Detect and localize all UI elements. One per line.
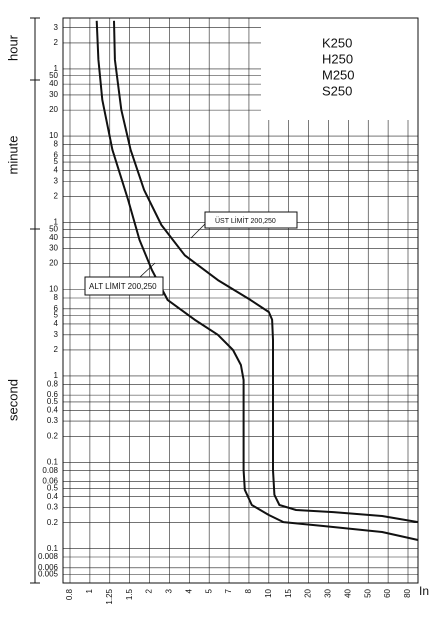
y-tick-label: 4 xyxy=(54,319,59,328)
x-tick-label: 5 xyxy=(204,588,213,593)
x-tick-label: 7 xyxy=(224,588,233,593)
x-tick-label: 3 xyxy=(165,588,174,593)
y-tick-label: 0.06 xyxy=(42,477,58,486)
y-tick-label: 10 xyxy=(49,131,58,140)
y-tick-label: 3 xyxy=(54,330,59,339)
x-tick-label: 2 xyxy=(145,588,154,593)
y-tick-label: 6 xyxy=(54,150,59,159)
y-tick-label: 0.08 xyxy=(42,466,58,475)
x-tick-label: 1.5 xyxy=(125,588,134,600)
x-tick-label: 30 xyxy=(324,588,333,597)
x-tick-label: 4 xyxy=(184,588,193,593)
y-tick-label: 5 xyxy=(54,157,59,166)
y-tick-label: 30 xyxy=(49,244,58,253)
x-tick-label: 60 xyxy=(383,588,392,597)
y-tick-label: 20 xyxy=(49,259,58,268)
x-tick-label: 10 xyxy=(264,588,273,597)
model-label: H250 xyxy=(322,51,353,66)
y-tick-label: 4 xyxy=(54,166,59,175)
trip-curve xyxy=(95,20,419,541)
y-tick-label: 0.1 xyxy=(47,544,59,553)
y-tick-label: 0.2 xyxy=(47,518,59,527)
model-box xyxy=(261,18,418,120)
plot-frame xyxy=(62,17,419,584)
y-tick-label: 2 xyxy=(54,192,59,201)
x-tick-label: 1.25 xyxy=(105,588,114,604)
x-tick-label: 8 xyxy=(244,588,253,593)
y-tick-label: 0.005 xyxy=(38,570,59,579)
y-tick-label: 3 xyxy=(54,176,59,185)
annotation-arrow xyxy=(190,223,206,239)
y-tick-label: 1 xyxy=(54,64,59,73)
curve-label: ALT LİMİT 200,250 xyxy=(89,282,157,291)
y-tick-label: 0.006 xyxy=(38,563,59,572)
y-tick-label: 1 xyxy=(54,218,59,227)
x-tick-label: 40 xyxy=(343,588,352,597)
y-tick-label: 0.8 xyxy=(47,379,59,388)
y-tick-label: 6 xyxy=(54,304,59,313)
unit-label: second xyxy=(5,379,20,421)
model-label: S250 xyxy=(322,83,352,98)
y-tick-label: 0.5 xyxy=(47,397,59,406)
y-tick-label: 5 xyxy=(54,311,59,320)
y-tick-label: 0.4 xyxy=(47,405,59,414)
x-tick-label: 15 xyxy=(284,588,293,597)
x-tick-label: 50 xyxy=(363,588,372,597)
y-tick-label: 40 xyxy=(49,79,58,88)
curves xyxy=(95,20,419,541)
x-tick-label: 1 xyxy=(85,588,94,593)
model-label: M250 xyxy=(322,67,355,82)
y-tick-label: 2 xyxy=(54,345,59,354)
curve-label: ÜST LİMİT 200,250 xyxy=(215,216,276,225)
unit-label: hour xyxy=(5,34,20,61)
y-tick-label: 3 xyxy=(54,23,59,32)
y-tick-label: 0.2 xyxy=(47,431,59,440)
trip-curve xyxy=(113,20,419,524)
x-tick-label: 20 xyxy=(304,588,313,597)
y-tick-label: 50 xyxy=(49,224,58,233)
y-tick-label: 0.6 xyxy=(47,390,59,399)
y-tick-label: 30 xyxy=(49,90,58,99)
y-tick-label: 0.008 xyxy=(38,552,59,561)
y-tick-label: 0.3 xyxy=(47,503,59,512)
y-tick-label: 20 xyxy=(49,105,58,114)
x-axis-label: In xyxy=(419,584,429,598)
y-tick-label: 8 xyxy=(54,293,59,302)
y-tick-label: 50 xyxy=(49,71,58,80)
y-tick-label: 8 xyxy=(54,140,59,149)
annotation-arrow xyxy=(139,262,156,278)
y-tick-label: 10 xyxy=(49,285,58,294)
x-tick-label: 80 xyxy=(403,588,412,597)
y-tick-label: 2 xyxy=(54,38,59,47)
y-tick-label: 0.5 xyxy=(47,483,59,492)
y-tick-label: 0.3 xyxy=(47,416,59,425)
y-tick-label: 40 xyxy=(49,233,58,242)
x-tick-label: 0.8 xyxy=(65,588,74,600)
y-tick-label: 0.1 xyxy=(47,457,59,466)
unit-label: minute xyxy=(5,135,20,174)
annotation-box xyxy=(84,276,164,296)
annotation-box xyxy=(204,211,298,229)
model-label: K250 xyxy=(322,35,352,50)
y-tick-label: 1 xyxy=(54,371,59,380)
y-tick-label: 0.4 xyxy=(47,492,59,501)
